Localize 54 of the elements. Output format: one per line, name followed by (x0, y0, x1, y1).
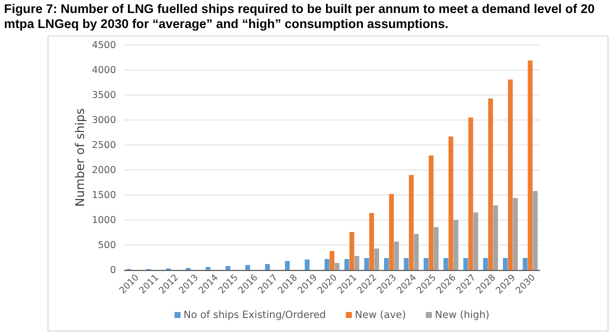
bar (488, 98, 493, 270)
y-tick-label: 3500 (92, 90, 116, 102)
y-tick-label: 4000 (92, 65, 116, 76)
y-tick-label: 3000 (92, 115, 116, 126)
bar (404, 258, 409, 270)
bar (349, 232, 354, 270)
bar (225, 266, 230, 270)
legend-label: New (ave) (354, 310, 406, 321)
chart-title: Figure 7: Number of LNG fuelled ships required to be built per annum to meet a demand level of 20 mtpa LNGeq by 2030 for “average” and “high” consumption assumptions. (4, 2, 595, 31)
bar (265, 264, 270, 270)
bar (384, 258, 389, 270)
bar (473, 212, 478, 270)
bar (468, 118, 474, 270)
bar (245, 265, 250, 270)
bar (408, 175, 414, 270)
bar (502, 258, 508, 270)
bar (528, 60, 533, 270)
bar (334, 263, 340, 270)
bar (434, 227, 439, 270)
bar (443, 258, 448, 270)
y-tick-label: 2000 (92, 165, 116, 176)
bar (424, 258, 428, 270)
y-tick-label: 1500 (92, 190, 116, 202)
bar (522, 258, 528, 270)
bar (284, 261, 290, 270)
bar (324, 259, 330, 270)
bar (414, 234, 419, 270)
bar (344, 259, 350, 270)
bar (394, 242, 399, 270)
legend-label: New (high) (434, 310, 490, 321)
y-tick-label: 500 (98, 240, 116, 252)
bar (428, 156, 434, 270)
bar (330, 251, 334, 270)
y-tick-label: 2500 (92, 140, 116, 152)
bar (483, 258, 488, 270)
bar (374, 248, 380, 270)
y-tick-label: 4500 (92, 40, 116, 52)
bar (354, 256, 360, 270)
legend-label: No of ships Existing/Ordered (184, 310, 326, 321)
bar (364, 258, 369, 270)
bar (493, 206, 498, 270)
bar (448, 136, 454, 270)
y-tick-label: 1000 (92, 215, 116, 226)
bar (304, 260, 310, 270)
bar (463, 258, 468, 270)
bar (206, 267, 210, 270)
bar (508, 80, 513, 270)
bar (389, 194, 394, 270)
y-axis-title: Number of ships (73, 108, 87, 207)
y-tick-label: 0 (110, 265, 116, 276)
bar (532, 191, 538, 270)
bar (454, 220, 458, 270)
bar (369, 213, 374, 270)
bar (513, 198, 518, 270)
